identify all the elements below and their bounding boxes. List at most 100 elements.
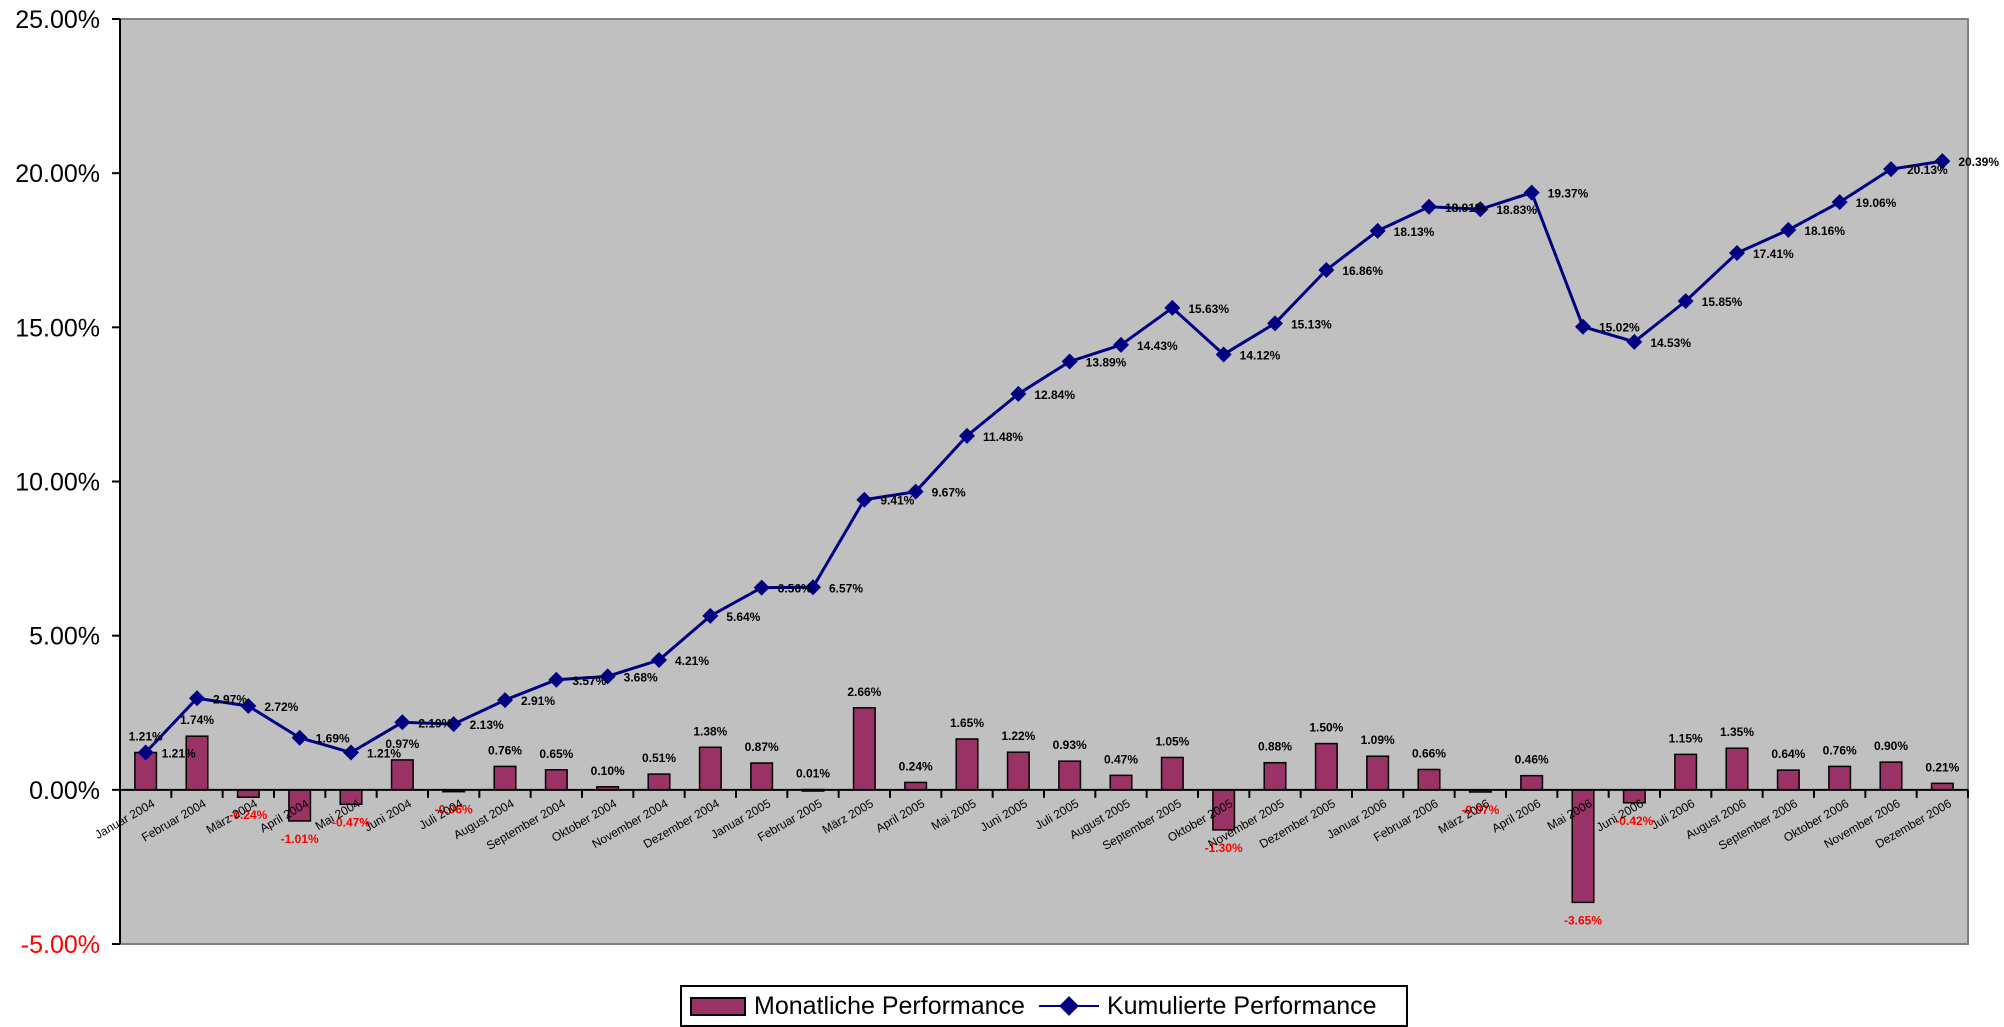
cumulative-point — [651, 652, 667, 669]
bar-value-label: 0.65% — [539, 747, 573, 761]
cumulative-point — [1010, 385, 1027, 402]
cumulative-value-label: 1.21% — [367, 747, 401, 761]
monthly-bar — [390, 759, 414, 791]
cumulative-value-label: 15.13% — [1291, 317, 1332, 331]
monthly-bar — [647, 773, 671, 791]
cumulative-point — [548, 671, 565, 688]
cumulative-point — [599, 668, 616, 685]
cumulative-value-label: 18.13% — [1394, 225, 1435, 239]
monthly-bar — [1417, 768, 1441, 791]
y-tick-label: 20.00% — [15, 160, 100, 188]
cumulative-value-label: 2.19% — [418, 716, 452, 730]
bar-value-label: 1.74% — [180, 713, 214, 727]
cumulative-value-label: 9.41% — [880, 494, 914, 508]
bar-value-label: -0.07% — [1461, 803, 1499, 817]
bar-value-label: 2.66% — [847, 685, 881, 699]
monthly-bar — [852, 707, 876, 791]
cumulative-value-label: 3.68% — [624, 670, 658, 684]
cumulative-value-label: 6.57% — [829, 581, 863, 595]
cumulative-value-label: 17.41% — [1753, 247, 1794, 261]
cumulative-value-label: 18.16% — [1804, 224, 1845, 238]
y-tick-label: 10.00% — [15, 469, 100, 497]
cumulative-point — [343, 744, 359, 761]
cumulative-point — [1061, 353, 1078, 370]
bar-value-label: 0.97% — [385, 737, 419, 751]
monthly-bars — [134, 707, 1954, 904]
monthly-bar — [698, 746, 722, 791]
bar-value-label: 0.87% — [745, 740, 779, 754]
monthly-bar — [544, 769, 568, 791]
cumulative-value-label: 3.57% — [572, 674, 606, 688]
cumulative-point — [907, 483, 924, 500]
cumulative-value-label: 18.91% — [1445, 201, 1486, 215]
cumulative-point — [1677, 293, 1694, 310]
bar-value-label: 0.21% — [1925, 760, 1959, 774]
monthly-bar — [955, 738, 979, 791]
cumulative-point — [1215, 346, 1232, 363]
cumulative-line — [137, 153, 1951, 761]
legend-line-label: Kumulierte Performance — [1106, 991, 1377, 1020]
cumulative-point — [1626, 333, 1643, 350]
cumulative-point — [497, 692, 513, 709]
cumulative-line-path — [144, 159, 1943, 755]
cumulative-point — [1421, 198, 1437, 215]
cumulative-value-label: 1.21% — [162, 747, 196, 761]
legend-bar-swatch — [690, 996, 746, 1016]
cumulative-value-label: 19.37% — [1548, 187, 1589, 201]
cumulative-value-label: 6.56% — [778, 582, 812, 596]
cumulative-point — [1369, 222, 1386, 239]
bar-value-label: -1.30% — [1205, 841, 1243, 855]
bar-value-label: 1.05% — [1155, 734, 1189, 748]
cumulative-value-label: 5.64% — [726, 610, 760, 624]
cumulative-value-label: 1.69% — [316, 732, 350, 746]
cumulative-point — [1523, 184, 1540, 201]
cumulative-value-label: 11.48% — [983, 430, 1023, 444]
cumulative-value-label: 13.89% — [1086, 356, 1127, 370]
cumulative-value-label: 12.84% — [1034, 388, 1075, 402]
cumulative-point — [1318, 261, 1335, 278]
bar-value-label: 0.76% — [488, 743, 522, 757]
monthly-bar — [1828, 765, 1852, 791]
bar-value-label: 1.15% — [1669, 731, 1703, 745]
monthly-bar — [1725, 747, 1749, 791]
cumulative-value-label: 19.06% — [1856, 196, 1897, 210]
cumulative-value-label: 2.13% — [470, 718, 504, 732]
bar-value-label: 0.47% — [1104, 752, 1138, 766]
bar-value-label: 0.90% — [1874, 739, 1908, 753]
cumulative-value-label: 20.13% — [1907, 163, 1948, 177]
cumulative-point — [959, 427, 975, 444]
cumulative-point — [753, 579, 770, 596]
bar-value-label: -3.65% — [1564, 913, 1602, 927]
cumulative-point — [702, 607, 719, 624]
bar-value-label: 0.24% — [899, 759, 933, 773]
cumulative-point — [1780, 221, 1797, 238]
data-labels: 1.21% 1.74% -0.24% -1.01% -0.47% 0.97% -0.06% 0… — [129, 155, 2000, 927]
cumulative-value-label: 16.86% — [1342, 264, 1383, 278]
bar-value-label: 0.66% — [1412, 746, 1446, 760]
monthly-bar — [1776, 769, 1800, 791]
monthly-bar — [750, 762, 774, 791]
cumulative-point — [856, 491, 873, 508]
legend: Monatliche Performance Kumulierte Perfor… — [680, 985, 1408, 1027]
cumulative-point — [1575, 318, 1591, 335]
bar-value-label: -0.47% — [332, 815, 370, 829]
cumulative-value-label: 15.63% — [1188, 302, 1229, 316]
y-tick-label: 0.00% — [29, 777, 100, 805]
cumulative-value-label: 20.39% — [1958, 155, 1999, 169]
bar-value-label: 1.21% — [129, 730, 163, 744]
cumulative-point — [394, 714, 411, 731]
legend-bar-label: Monatliche Performance — [754, 991, 1025, 1020]
cumulative-value-label: 18.83% — [1496, 203, 1537, 217]
monthly-bar — [1263, 761, 1287, 791]
bar-value-label: -1.01% — [281, 832, 319, 846]
cumulative-point — [1113, 336, 1129, 353]
y-tick-label: 5.00% — [29, 623, 100, 651]
cumulative-value-label: 14.43% — [1137, 339, 1178, 353]
cumulative-point — [1883, 161, 1899, 178]
y-tick-label: 25.00% — [15, 6, 100, 34]
cumulative-point — [1831, 194, 1848, 211]
bar-value-label: -0.42% — [1615, 814, 1653, 828]
monthly-bar — [1314, 742, 1338, 791]
y-axis: 25.00% 20.00% 15.00% 10.00% 5.00% 0.00% -5.00% — [15, 6, 121, 959]
bar-value-label: 1.22% — [1001, 729, 1035, 743]
